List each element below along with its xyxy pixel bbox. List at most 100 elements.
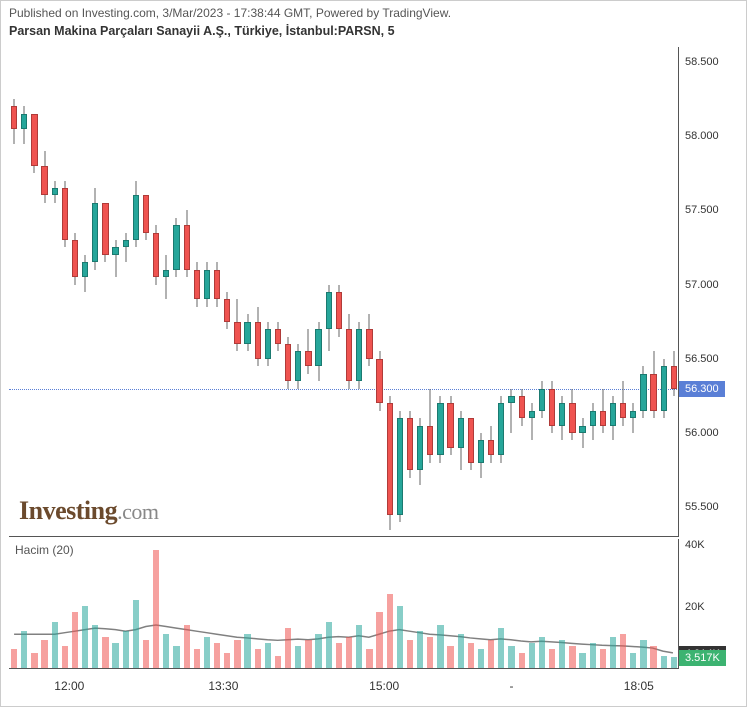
candle: [498, 47, 504, 537]
candle: [579, 47, 585, 537]
volume-bar: [275, 656, 281, 668]
volume-bar: [92, 625, 98, 668]
volume-bar: [478, 649, 484, 668]
volume-bar: [397, 606, 403, 668]
volume-bar: [305, 640, 311, 668]
candle: [336, 47, 342, 537]
volume-bar: [488, 640, 494, 668]
time-tick: 18:05: [624, 679, 654, 693]
candle: [356, 47, 362, 537]
volume-bar: [579, 653, 585, 668]
chart-title: Parsan Makina Parçaları Sanayii A.Ş., Tü…: [1, 22, 746, 42]
candle: [305, 47, 311, 537]
candle: [265, 47, 271, 537]
volume-bar: [661, 656, 667, 668]
volume-bar: [630, 653, 636, 668]
candle: [163, 47, 169, 537]
time-tick: -: [510, 679, 514, 693]
candle: [620, 47, 626, 537]
volume-bar: [234, 640, 240, 668]
volume-bar: [265, 643, 271, 668]
volume-bar: [407, 640, 413, 668]
candle: [21, 47, 27, 537]
candle: [275, 47, 281, 537]
candle: [123, 47, 129, 537]
candle: [234, 47, 240, 537]
candle: [488, 47, 494, 537]
candle: [92, 47, 98, 537]
volume-bar: [21, 631, 27, 668]
candle: [184, 47, 190, 537]
candle: [610, 47, 616, 537]
volume-bar: [559, 640, 565, 668]
candle: [143, 47, 149, 537]
candle: [204, 47, 210, 537]
candle: [387, 47, 393, 537]
candle: [255, 47, 261, 537]
candle: [508, 47, 514, 537]
volume-bar: [153, 550, 159, 668]
volume-bar: [295, 646, 301, 668]
volume-bar: [356, 625, 362, 668]
candle: [41, 47, 47, 537]
volume-bar: [437, 625, 443, 668]
candle: [549, 47, 555, 537]
candle: [600, 47, 606, 537]
price-y-tick: 55.500: [685, 501, 719, 513]
candle: [153, 47, 159, 537]
volume-pane[interactable]: Hacim (20): [9, 539, 679, 669]
volume-bar: [600, 649, 606, 668]
volume-bar: [458, 634, 464, 668]
candle: [407, 47, 413, 537]
candle: [244, 47, 250, 537]
candle: [458, 47, 464, 537]
publish-info: Published on Investing.com, 3/Mar/2023 -…: [1, 1, 746, 22]
price-pane[interactable]: Investing.com: [9, 47, 679, 537]
price-y-tick: 56.500: [685, 353, 719, 365]
candle: [315, 47, 321, 537]
volume-bar: [224, 653, 230, 668]
candle: [539, 47, 545, 537]
volume-bar: [41, 640, 47, 668]
price-y-tick: 58.000: [685, 130, 719, 142]
candle: [62, 47, 68, 537]
volume-bar: [102, 637, 108, 668]
candle: [630, 47, 636, 537]
candle: [82, 47, 88, 537]
volume-bar: [346, 637, 352, 668]
volume-bar: [11, 649, 17, 668]
volume-bar: [549, 649, 555, 668]
candle: [671, 47, 677, 537]
candle: [224, 47, 230, 537]
time-tick: 13:30: [208, 679, 238, 693]
candle: [569, 47, 575, 537]
candle: [468, 47, 474, 537]
candle: [102, 47, 108, 537]
candle: [397, 47, 403, 537]
time-tick: 15:00: [369, 679, 399, 693]
volume-bar: [366, 649, 372, 668]
volume-bar: [255, 649, 261, 668]
volume-last-badge: 3.517K: [679, 650, 726, 666]
candle: [194, 47, 200, 537]
candle: [559, 47, 565, 537]
candle: [346, 47, 352, 537]
volume-bar: [72, 612, 78, 668]
candle: [173, 47, 179, 537]
candle: [326, 47, 332, 537]
volume-bar: [376, 612, 382, 668]
candle: [52, 47, 58, 537]
candle: [519, 47, 525, 537]
volume-bar: [417, 631, 423, 668]
volume-bar: [143, 640, 149, 668]
volume-bar: [590, 643, 596, 668]
volume-bar: [173, 646, 179, 668]
volume-bar: [244, 634, 250, 668]
chart-container: Investing.com 55.50056.00056.50057.00057…: [9, 47, 740, 702]
volume-y-tick: 20K: [685, 601, 705, 613]
volume-bar: [285, 628, 291, 668]
volume-bar: [112, 643, 118, 668]
volume-bar: [326, 622, 332, 668]
volume-bar: [315, 634, 321, 668]
candle: [31, 47, 37, 537]
